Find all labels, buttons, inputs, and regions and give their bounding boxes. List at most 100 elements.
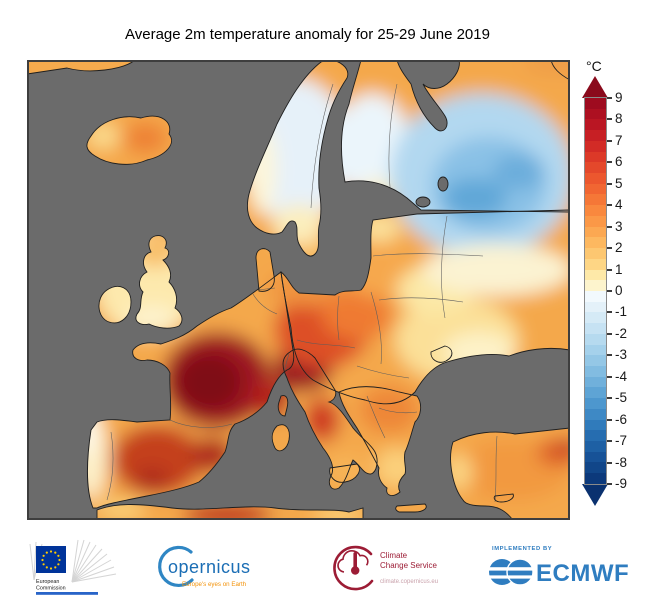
colorbar-tick-label: 9	[615, 90, 623, 106]
ec-hatch-icon	[29, 539, 117, 583]
ccs-cloud-icon	[337, 550, 369, 573]
colorbar-tick-label: 0	[615, 283, 623, 299]
figure-title: Average 2m temperature anomaly for 25-29…	[125, 26, 490, 43]
ecmwf-wordmark: ECMWF	[536, 560, 629, 587]
colorbar-band	[585, 194, 606, 206]
colorbar-ticks: 9 8 7 6 5 4 3 2 1 0 -1 -2 -3 -4 -5 -6 -7 -8 -9	[606, 90, 644, 491]
colorbar-tick-label: -7	[615, 433, 628, 449]
colorbar-tick	[607, 375, 612, 378]
colorbar-band	[585, 344, 606, 356]
colorbar-tick	[607, 461, 612, 464]
ccs-crescent-icon	[333, 545, 374, 591]
colorbar-band	[585, 430, 606, 441]
colorbar-tick-label: 8	[615, 111, 623, 127]
colorbar-tick	[607, 418, 612, 421]
colorbar-band	[585, 280, 606, 291]
colorbar-tick	[607, 225, 612, 228]
colorbar-band	[585, 248, 606, 259]
colorbar-band	[585, 237, 606, 249]
ccs-label-line2: Change Service	[380, 561, 437, 570]
ec-label-line1: European	[36, 579, 59, 585]
colorbar-band	[585, 119, 606, 131]
colorbar-band	[585, 473, 606, 484]
colorbar-tick	[607, 440, 612, 443]
ecmwf-globe-icon	[486, 558, 538, 586]
colorbar-column	[582, 76, 608, 506]
colorbar-unit: °C	[586, 58, 602, 74]
colorbar-tick	[607, 397, 612, 400]
ccs-logo-svg: Climate Change Service climate.copernicu…	[333, 545, 438, 591]
colorbar-bands	[584, 97, 607, 485]
ccs-thermometer-icon	[353, 552, 357, 569]
copernicus-logo: opernicus Europe's eyes on Earth	[152, 540, 282, 600]
colorbar-tick-label: 6	[615, 154, 623, 170]
colorbar: °C 9 8 7 6 5 4 3 2 1 0 -1 -2 -3 -4 -5 -6 -7 -8 -9	[582, 58, 645, 506]
colorbar-band	[585, 312, 606, 324]
ecmwf-logo: IMPLEMENTED BY ECMWF	[478, 538, 638, 600]
colorbar-tick-label: -5	[615, 390, 628, 406]
colorbar-band	[585, 290, 606, 302]
colorbar-band	[585, 205, 606, 216]
colorbar-band	[585, 387, 606, 399]
colorbar-tick-label: -9	[615, 476, 628, 492]
colorbar-band	[585, 376, 606, 388]
colorbar-band	[585, 183, 606, 195]
colorbar-tick	[607, 268, 612, 271]
colorbar-tick-label: -1	[615, 304, 628, 320]
europe-anomaly-map	[26, 59, 571, 521]
colorbar-band	[585, 140, 606, 152]
colorbar-tick-label: -6	[615, 411, 628, 427]
colorbar-band	[585, 98, 606, 109]
colorbar-band	[585, 226, 606, 238]
colorbar-tick	[607, 139, 612, 142]
colorbar-band	[585, 355, 606, 366]
ecmwf-implemented-by: IMPLEMENTED BY	[492, 546, 552, 552]
colorbar-tick-label: -8	[615, 454, 628, 470]
colorbar-band	[585, 162, 606, 174]
colorbar-tick	[607, 290, 612, 292]
colorbar-band	[585, 441, 606, 452]
colorbar-tick-label: 5	[615, 175, 623, 191]
colorbar-band	[585, 408, 606, 420]
copernicus-wordmark: opernicus	[168, 557, 251, 577]
colorbar-tick	[607, 182, 612, 185]
ccs-url: climate.copernicus.eu	[380, 579, 438, 585]
colorbar-tick-label: -4	[615, 368, 628, 384]
colorbar-tick	[607, 354, 612, 357]
european-commission-logo: European Commission	[28, 538, 148, 600]
colorbar-tick	[607, 161, 612, 164]
colorbar-tick	[607, 311, 612, 314]
colorbar-band	[585, 215, 606, 227]
colorbar-band	[585, 333, 606, 345]
colorbar-band	[585, 451, 606, 463]
ec-blue-bar	[36, 592, 98, 595]
ecmwf-logo-svg: IMPLEMENTED BY ECMWF	[486, 546, 629, 587]
colorbar-band	[585, 151, 606, 163]
colorbar-tick	[607, 97, 612, 99]
colorbar-band	[585, 419, 606, 431]
colorbar-tick	[607, 204, 612, 207]
eu-flag-stars	[41, 550, 61, 570]
map-frame	[27, 60, 570, 520]
colorbar-band	[585, 398, 606, 409]
colorbar-band	[585, 173, 606, 184]
colorbar-band	[585, 301, 606, 313]
copernicus-tagline: Europe's eyes on Earth	[182, 581, 247, 588]
colorbar-band	[585, 108, 606, 120]
colorbar-tick-label: 7	[615, 133, 623, 149]
colorbar-band	[585, 269, 606, 281]
european-commission-logo-svg: European Commission	[29, 539, 117, 595]
ccs-label-line1: Climate	[380, 551, 408, 560]
colorbar-tick-label: -3	[615, 347, 628, 363]
ccs-thermometer-bulb-icon	[351, 566, 360, 575]
colorbar-tick	[607, 247, 612, 250]
colorbar-tick-label: 4	[615, 197, 623, 213]
white-sea	[396, 59, 460, 208]
colorbar-band	[585, 323, 606, 334]
colorbar-tick	[607, 483, 612, 485]
colorbar-tick	[607, 332, 612, 335]
colorbar-band	[585, 258, 606, 270]
climate-change-service-logo: Climate Change Service climate.copernicu…	[328, 538, 468, 600]
ec-label-line2: Commission	[36, 586, 66, 592]
